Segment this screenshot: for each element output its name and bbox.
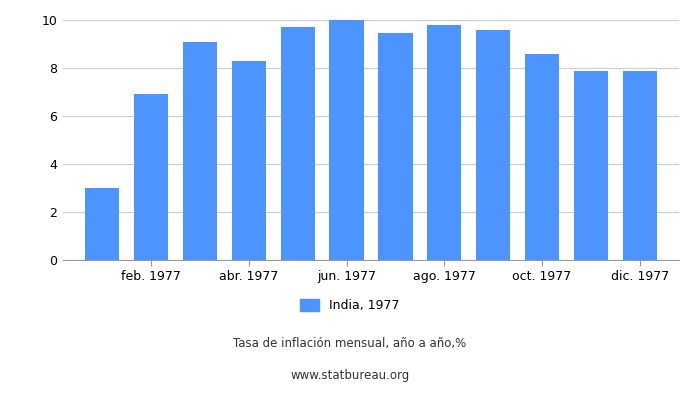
Bar — [183, 42, 217, 260]
Bar — [85, 188, 119, 260]
Bar — [134, 94, 168, 260]
Bar — [281, 27, 315, 260]
Bar — [623, 71, 657, 260]
Legend: India, 1977: India, 1977 — [295, 294, 405, 317]
Bar — [378, 33, 412, 260]
Bar — [330, 20, 364, 260]
Bar — [476, 30, 510, 260]
Bar — [232, 61, 266, 260]
Bar — [427, 25, 461, 260]
Text: Tasa de inflación mensual, año a año,%: Tasa de inflación mensual, año a año,% — [233, 338, 467, 350]
Bar — [574, 71, 608, 260]
Text: www.statbureau.org: www.statbureau.org — [290, 370, 410, 382]
Bar — [525, 54, 559, 260]
